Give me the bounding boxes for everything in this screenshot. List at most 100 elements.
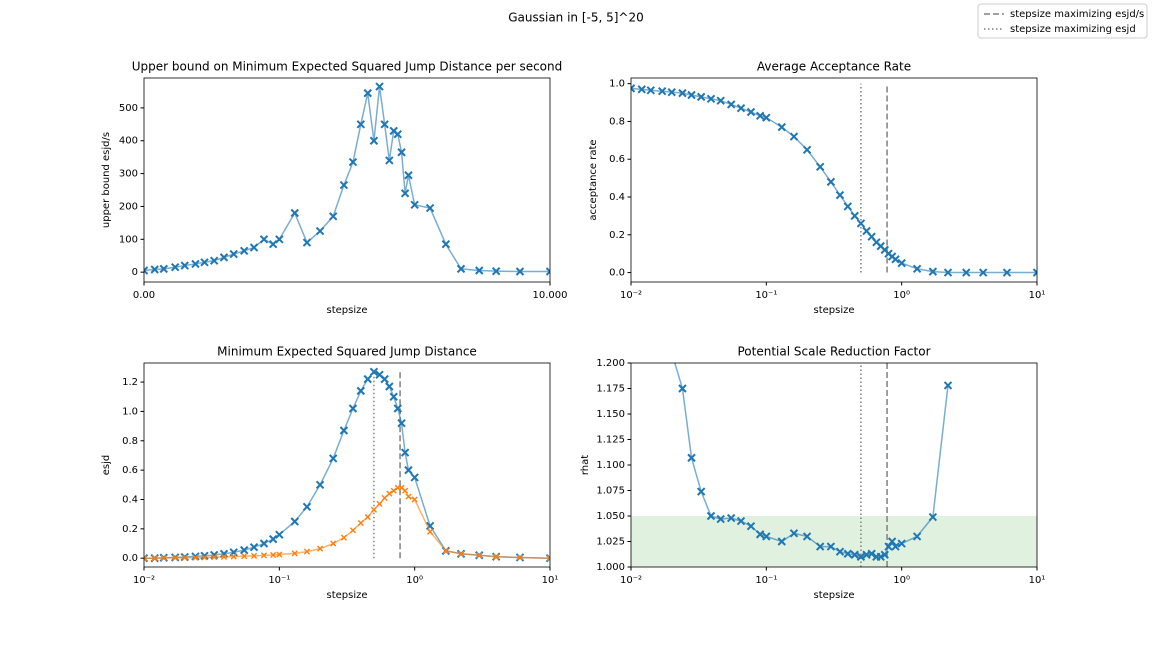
legend-box — [977, 3, 1148, 39]
marker — [631, 84, 636, 93]
marker — [826, 177, 836, 187]
x-axis-label: stepsize — [813, 305, 854, 316]
marker — [390, 487, 397, 494]
marker — [962, 268, 971, 277]
marker — [302, 502, 312, 512]
legend-label: stepsize maximizing esjd/s — [1010, 9, 1144, 20]
y-axis-label: rhat — [580, 455, 591, 475]
marker — [826, 542, 836, 551]
marker — [259, 539, 269, 548]
y-tick-label: 1.200 — [596, 358, 625, 369]
plot-area — [631, 363, 1037, 567]
marker — [716, 96, 725, 105]
x-tick-label: 0.00 — [133, 290, 155, 301]
marker — [200, 258, 209, 267]
marker — [380, 374, 389, 384]
series-line — [144, 86, 550, 273]
marker — [777, 122, 786, 132]
marker — [191, 259, 200, 269]
marker — [943, 268, 953, 277]
marker — [835, 547, 845, 556]
y-tick-label: 400 — [119, 136, 138, 147]
marker — [762, 113, 771, 122]
chart-title: Average Acceptance Rate — [757, 60, 911, 74]
y-tick-label: 500 — [119, 103, 138, 114]
marker — [275, 530, 284, 539]
marker — [726, 100, 736, 109]
marker — [978, 268, 988, 277]
marker — [726, 513, 736, 523]
marker — [364, 514, 371, 521]
marker — [291, 550, 298, 557]
marker — [400, 448, 410, 457]
marker — [397, 148, 406, 157]
legend-label: stepsize maximizing esjd — [1010, 24, 1136, 35]
marker — [389, 392, 398, 401]
marker — [150, 265, 159, 274]
marker — [912, 264, 922, 273]
marker — [777, 537, 786, 546]
y-tick-label: 1.2 — [122, 377, 138, 388]
marker — [385, 156, 394, 165]
x-tick-label: 10⁻¹ — [755, 575, 777, 586]
marker — [928, 512, 938, 522]
marker — [493, 553, 500, 560]
y-axis-label: upper bound esjd/s — [101, 132, 112, 228]
axes-frame — [630, 77, 1038, 283]
marker — [172, 554, 179, 561]
x-tick-label: 10¹ — [1029, 575, 1046, 586]
x-tick-label: 10⁻¹ — [268, 575, 290, 586]
marker — [270, 551, 277, 559]
marker — [370, 506, 378, 513]
marker — [897, 539, 906, 548]
plot-area — [144, 367, 550, 563]
marker — [151, 555, 158, 562]
marker — [426, 528, 434, 535]
marker — [315, 226, 325, 236]
y-tick-label: 0.4 — [122, 494, 138, 505]
axes-frame — [630, 362, 1038, 568]
y-tick-label: 0 — [132, 267, 138, 278]
y-tick-label: 0.2 — [609, 230, 625, 241]
marker — [696, 92, 706, 102]
marker — [369, 367, 379, 377]
marker — [687, 90, 696, 100]
y-tick-label: 0.8 — [122, 436, 138, 447]
marker — [160, 554, 167, 562]
x-tick-label: 10⁰ — [406, 575, 423, 586]
axes-frame — [143, 77, 551, 283]
marker — [1002, 268, 1012, 277]
marker — [348, 157, 358, 167]
y-tick-label: 1.150 — [596, 409, 625, 420]
marker — [646, 86, 655, 95]
marker — [363, 374, 372, 384]
marker — [290, 208, 299, 218]
marker — [410, 200, 419, 210]
marker — [159, 264, 168, 274]
marker — [211, 554, 218, 561]
marker — [170, 263, 180, 272]
marker — [880, 550, 889, 559]
marker — [815, 162, 825, 171]
marker — [884, 542, 893, 551]
y-tick-label: 0.4 — [609, 192, 625, 203]
marker — [356, 120, 366, 129]
marker — [546, 555, 550, 562]
y-tick-label: 0.0 — [609, 268, 625, 279]
marker — [369, 136, 379, 145]
chart-title: Minimum Expected Squared Jump Distance — [217, 345, 477, 359]
marker — [476, 552, 483, 559]
marker — [363, 88, 372, 98]
marker — [657, 87, 667, 96]
marker — [411, 496, 418, 503]
marker — [755, 111, 765, 120]
marker — [850, 211, 859, 221]
y-tick-label: 1.075 — [596, 486, 625, 497]
marker — [762, 532, 771, 541]
marker — [328, 212, 338, 221]
marker — [867, 549, 876, 558]
marker — [249, 243, 259, 252]
y-axis-label: esjd — [101, 455, 112, 476]
x-tick-label: 10⁰ — [893, 290, 910, 301]
